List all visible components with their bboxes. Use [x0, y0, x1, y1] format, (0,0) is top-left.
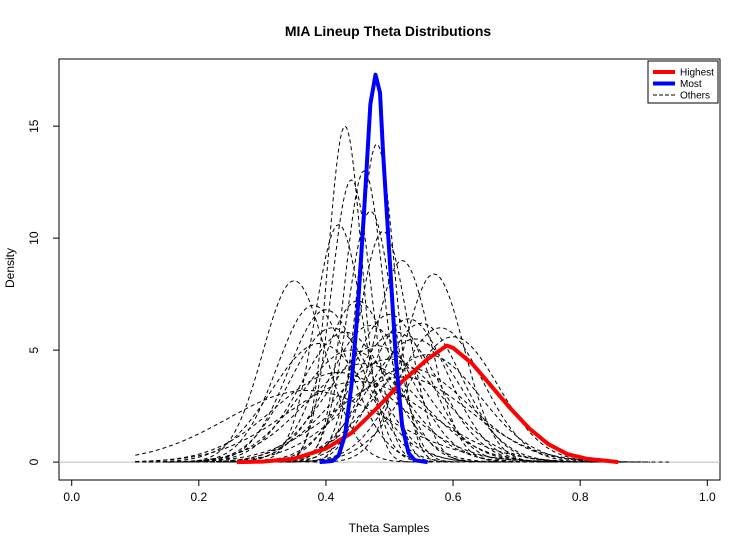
others-density-curve — [167, 367, 651, 463]
others-density-curve — [168, 304, 459, 463]
y-tick-label: 0 — [27, 458, 41, 465]
y-tick-label: 15 — [27, 119, 41, 133]
others-density-curve — [135, 380, 640, 463]
legend-label-most: Most — [680, 79, 702, 90]
x-tick-label: 0.0 — [63, 490, 80, 504]
legend-label-highest: Highest — [680, 68, 714, 79]
x-tick-label: 0.2 — [190, 490, 207, 504]
highlight-series — [236, 72, 619, 465]
others-density-curve — [168, 280, 420, 463]
others-density-curve — [257, 322, 585, 463]
chart-title: MIA Lineup Theta Distributions — [285, 23, 492, 39]
others-density-curve — [289, 259, 515, 463]
others-density-curve — [135, 371, 593, 463]
others-density-curve — [176, 309, 476, 463]
x-tick-label: 1.0 — [699, 490, 716, 504]
others-density-curve — [135, 342, 511, 463]
others-density-curve — [135, 390, 624, 463]
others-density-curve — [271, 336, 635, 463]
others-density-curve — [243, 224, 435, 463]
y-axis-label: Density — [3, 248, 17, 288]
x-tick-label: 0.8 — [572, 490, 589, 504]
others-density-curve — [170, 331, 520, 463]
x-axis-label: Theta Samples — [349, 521, 430, 535]
others-density-curve — [271, 327, 610, 463]
x-axis: 0.0 0.2 0.4 0.6 0.8 1.0 — [63, 479, 716, 504]
others-density-curve — [270, 179, 432, 463]
others-density-curve — [313, 273, 555, 463]
others-density-curve — [135, 363, 595, 463]
x-tick-label: 0.4 — [318, 490, 335, 504]
x-tick-label: 0.6 — [445, 490, 462, 504]
others-density-curve — [230, 338, 600, 463]
y-axis: 0 5 10 15 — [27, 119, 60, 465]
others-density-curve — [135, 376, 670, 463]
others-density-curve — [279, 210, 461, 463]
legend-label-others: Others — [680, 91, 710, 102]
others-density-curve — [148, 349, 555, 463]
highest-density-curve — [236, 343, 619, 465]
others-density-curve — [250, 318, 567, 463]
others-density-curve — [168, 358, 611, 463]
y-tick-label: 5 — [27, 346, 41, 353]
most-density-curve — [319, 72, 428, 465]
others-density-curve — [277, 125, 413, 463]
y-tick-label: 10 — [27, 231, 41, 245]
